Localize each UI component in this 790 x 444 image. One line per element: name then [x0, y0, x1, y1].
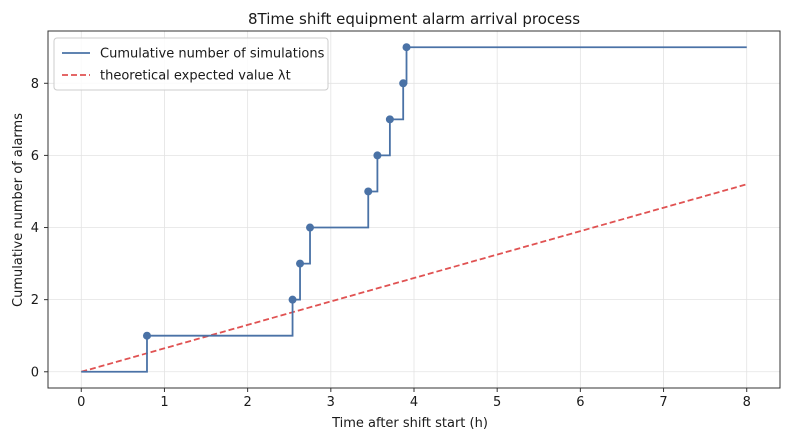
alarm-event-point	[399, 79, 408, 88]
alarm-event-point	[364, 187, 373, 196]
alarm-event-point	[385, 115, 394, 124]
series-layer	[81, 43, 747, 373]
alarm-event-point	[296, 259, 305, 268]
chart-title: 8Time shift equipment alarm arrival proc…	[248, 10, 580, 28]
y-tick-label: 6	[31, 149, 39, 164]
legend-label-theoretical: theoretical expected value λt	[100, 69, 291, 84]
y-tick-label: 8	[31, 77, 39, 92]
theoretical-expected-line	[81, 183, 747, 373]
y-axis-ticks: 0 2 4 6 8	[31, 77, 48, 380]
legend-box	[53, 37, 329, 91]
alarm-event-point	[142, 331, 151, 340]
y-tick-label: 4	[31, 221, 39, 236]
alarm-event-point	[288, 295, 297, 304]
x-tick-label: 0	[77, 395, 85, 410]
alarm-event-point	[306, 223, 315, 232]
y-axis-label: Cumulative number of alarms	[11, 113, 26, 307]
alarm-event-point	[373, 151, 382, 160]
legend-label-simulation: Cumulative number of simulations	[100, 47, 325, 62]
simulation-step-line	[81, 46, 747, 373]
grid	[48, 31, 780, 388]
x-tick-label: 7	[659, 395, 667, 410]
x-tick-label: 6	[576, 395, 584, 410]
x-tick-label: 1	[160, 395, 168, 410]
x-tick-label: 3	[327, 395, 335, 410]
alarm-event-point	[402, 43, 411, 52]
y-tick-label: 2	[31, 293, 39, 308]
legend: Cumulative number of simulations theoret…	[53, 37, 329, 91]
x-tick-label: 5	[493, 395, 501, 410]
x-tick-label: 4	[410, 395, 418, 410]
y-tick-label: 0	[31, 365, 39, 380]
x-tick-label: 2	[243, 395, 251, 410]
x-tick-label: 8	[743, 395, 751, 410]
x-axis-ticks: 0 1 2 3 4 5 6 7 8	[77, 388, 751, 410]
x-axis-label: Time after shift start (h)	[331, 416, 488, 431]
